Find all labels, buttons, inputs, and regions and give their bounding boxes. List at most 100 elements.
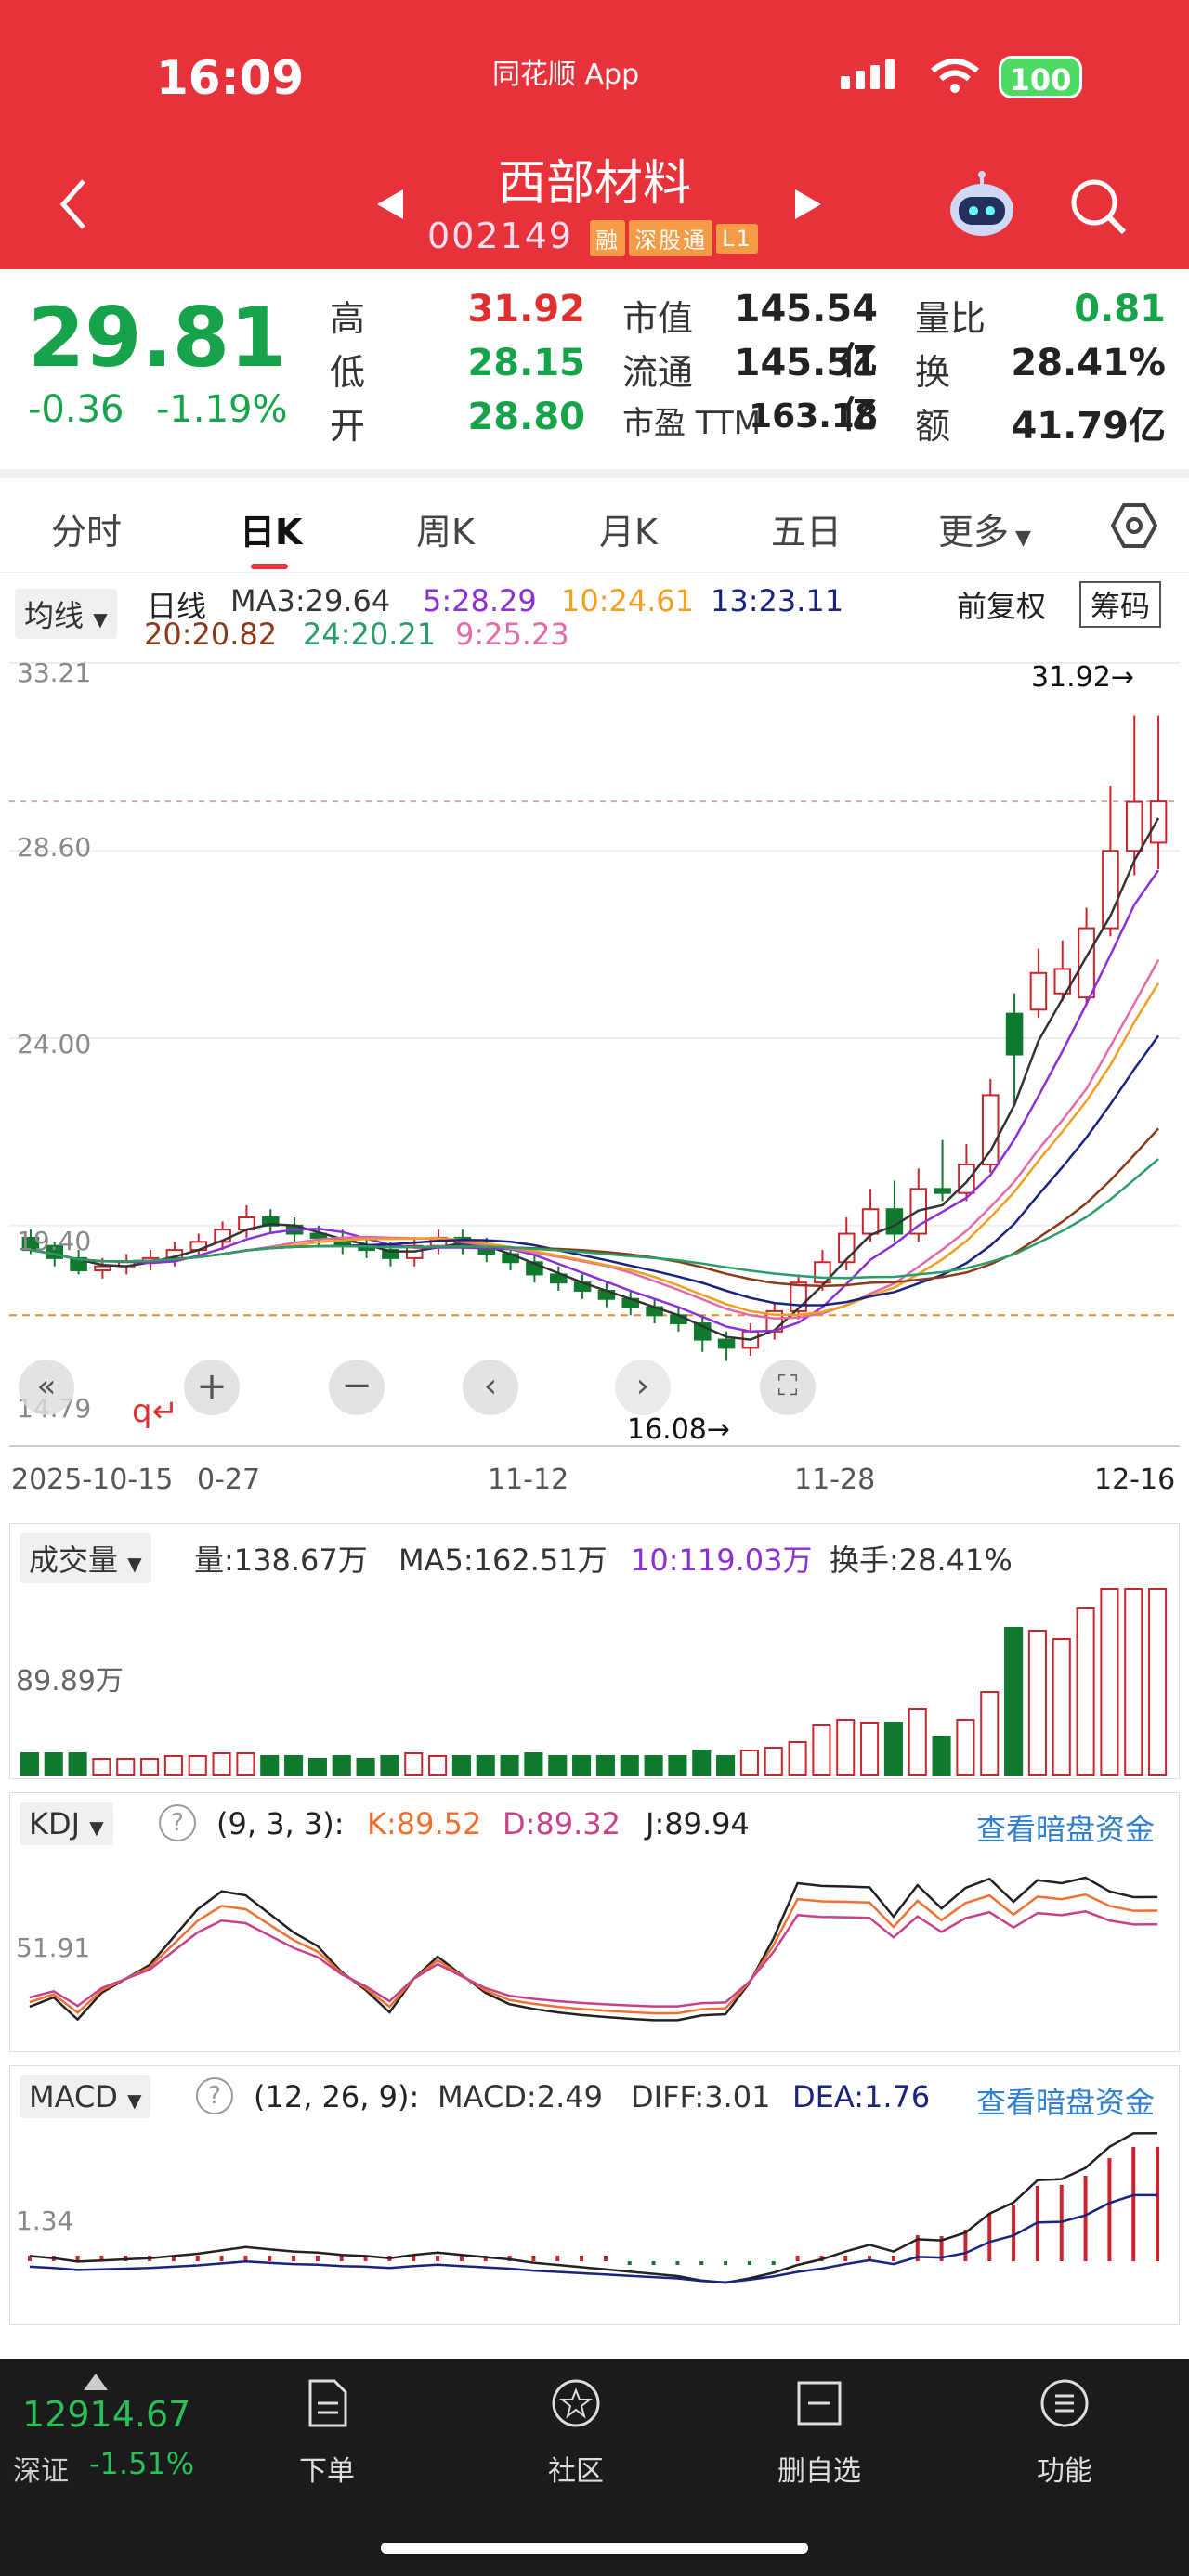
- chevron-down-icon: ▼: [89, 1816, 104, 1839]
- pe-label: 市盈 TTM: [622, 405, 762, 442]
- volume-ma10: 10:119.03万: [631, 1542, 813, 1578]
- tab-more[interactable]: 更多 ▼: [938, 503, 1031, 554]
- remove-watchlist-button[interactable]: 删自选: [745, 2377, 894, 2489]
- macd-panel: MACD ▼ ? (12, 26, 9): MACD:2.49 DIFF:3.0…: [9, 2065, 1180, 2325]
- macd-diff-line: [29, 2132, 1158, 2284]
- y-tick-1: 33.21: [17, 657, 92, 688]
- macd-chart[interactable]: [10, 2122, 1179, 2324]
- volume-bar: [20, 1752, 39, 1776]
- fullscreen-icon[interactable]: ⛶: [760, 1360, 816, 1415]
- scroll-right-icon[interactable]: ›: [615, 1360, 671, 1415]
- functions-button[interactable]: 功能: [990, 2377, 1139, 2489]
- volume-bar: [956, 1719, 975, 1776]
- volume-bar: [1052, 1638, 1071, 1776]
- kdj-panel: KDJ ▼ ? (9, 3, 3): K:89.52 D:89.32 J:89.…: [9, 1792, 1180, 2052]
- candle-body: [1149, 800, 1168, 844]
- header: 16:09 同花顺 App 100 西部材料 002149 融深股通 L1: [0, 0, 1189, 269]
- kdj-chart[interactable]: [10, 1849, 1179, 2051]
- chips-button[interactable]: 筹码: [1079, 581, 1162, 628]
- candle-body: [382, 1249, 399, 1259]
- collapse-left-icon[interactable]: «: [19, 1360, 74, 1415]
- divider: [0, 469, 1189, 478]
- community-star-icon: [552, 2379, 600, 2427]
- tab-daily-k[interactable]: 日K: [240, 512, 303, 553]
- volume-chart[interactable]: [10, 1581, 1179, 1778]
- kdj-k: K:89.52: [367, 1806, 482, 1841]
- search-icon[interactable]: [1068, 176, 1128, 236]
- kdj-j: J:89.94: [646, 1806, 750, 1841]
- volume-bar: [812, 1724, 831, 1776]
- float-label: 流通: [622, 352, 694, 393]
- kline-chart[interactable]: [9, 652, 1180, 1488]
- next-stock-icon[interactable]: [790, 186, 827, 223]
- help-icon[interactable]: ?: [159, 1804, 196, 1841]
- volume-selector[interactable]: 成交量 ▼: [20, 1533, 151, 1583]
- zoom-in-icon[interactable]: +: [184, 1360, 240, 1415]
- macd-selector[interactable]: MACD ▼: [20, 2075, 151, 2118]
- settings-hexagon-icon[interactable]: [1110, 501, 1158, 550]
- volume-bar: [356, 1758, 375, 1776]
- macd-params: (12, 26, 9):: [254, 2079, 420, 2114]
- index-value[interactable]: 12914.67: [22, 2394, 191, 2435]
- mktcap-value: 145.54亿: [734, 288, 878, 383]
- ma9-label: 9:25.23: [455, 617, 569, 652]
- scroll-left-icon[interactable]: ‹: [463, 1360, 518, 1415]
- volume-bar: [788, 1741, 807, 1776]
- zoom-out-icon[interactable]: −: [329, 1360, 385, 1415]
- candle-body: [261, 1216, 280, 1227]
- volume-bar: [908, 1708, 927, 1776]
- kdj-selector[interactable]: KDJ ▼: [20, 1802, 113, 1845]
- dark-pool-link-macd[interactable]: 查看暗盘资金: [976, 2085, 1156, 2120]
- remove-watchlist-label: 删自选: [777, 2455, 861, 2488]
- tab-intraday[interactable]: 分时: [51, 512, 123, 553]
- volume-bar: [116, 1758, 136, 1776]
- help-icon[interactable]: ?: [196, 2077, 233, 2114]
- adjust-mode[interactable]: 前复权: [957, 589, 1047, 624]
- amount-value: 41.79亿: [1011, 405, 1166, 448]
- candle-body: [934, 1188, 951, 1194]
- period-label: 日线: [147, 589, 207, 624]
- volume-bar: [163, 1755, 183, 1776]
- volume-bar: [236, 1752, 255, 1776]
- volume-bar: [212, 1752, 231, 1776]
- volume-selector-label: 成交量: [29, 1542, 119, 1578]
- community-button[interactable]: 社区: [502, 2377, 650, 2489]
- volume-bar: [428, 1755, 448, 1776]
- back-icon[interactable]: [56, 176, 93, 232]
- stock-name: 西部材料: [497, 156, 691, 212]
- volume-bar: [332, 1755, 351, 1776]
- tab-weekly-k[interactable]: 周K: [416, 512, 475, 553]
- prev-stock-icon[interactable]: [372, 186, 409, 223]
- candle-body: [1005, 1012, 1024, 1056]
- tag-margin: 融: [590, 220, 626, 256]
- volume-bar: [524, 1752, 543, 1776]
- robot-assistant-icon[interactable]: [946, 169, 1018, 241]
- volume-bar: [739, 1750, 759, 1776]
- ma-selector[interactable]: 均线 ▼: [15, 589, 117, 639]
- ma3-label: MA3:29.64: [230, 583, 391, 618]
- order-button[interactable]: 下单: [253, 2377, 401, 2489]
- pe-value: 163.18: [749, 397, 878, 436]
- volume-bar: [1124, 1588, 1143, 1776]
- tab-five-day[interactable]: 五日: [771, 512, 843, 553]
- volume-bar: [980, 1691, 1000, 1776]
- mktcap-label: 市值: [622, 298, 694, 339]
- volume-bar: [620, 1755, 639, 1776]
- kdj-selector-label: KDJ: [29, 1806, 81, 1841]
- volume-bar: [548, 1755, 568, 1776]
- candle-body: [981, 1094, 1000, 1165]
- dark-pool-link-kdj[interactable]: 查看暗盘资金: [976, 1812, 1156, 1847]
- candle-body: [1078, 927, 1095, 999]
- return-icon[interactable]: q↵: [132, 1393, 179, 1430]
- volume-bar: [451, 1755, 471, 1776]
- tab-monthly-k[interactable]: 月K: [599, 512, 658, 553]
- volume-bar: [307, 1758, 327, 1776]
- volume-bar: [476, 1755, 495, 1776]
- x-tick-1: 2025-10-15: [11, 1464, 174, 1496]
- ma20-label: 20:20.82: [144, 617, 278, 652]
- macd-selector-label: MACD: [29, 2079, 118, 2114]
- ma-selector-label: 均线: [24, 598, 85, 633]
- amount-label: 额: [915, 406, 951, 447]
- volume-bar: [932, 1736, 951, 1776]
- volume-bar: [883, 1722, 903, 1776]
